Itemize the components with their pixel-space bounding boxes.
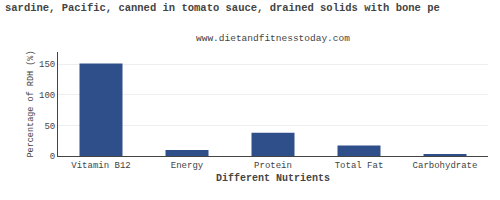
svg-text:100: 100 (39, 91, 55, 101)
svg-text:Different Nutrients: Different Nutrients (216, 173, 330, 184)
svg-text:Protein: Protein (254, 161, 292, 171)
svg-text:Energy: Energy (171, 161, 204, 171)
svg-text:Total Fat: Total Fat (335, 161, 384, 171)
svg-text:50: 50 (44, 122, 55, 132)
svg-text:Carbohydrate: Carbohydrate (413, 161, 478, 171)
svg-text:www.dietandfitnesstoday.com: www.dietandfitnesstoday.com (196, 33, 350, 44)
svg-text:150: 150 (39, 60, 55, 70)
svg-text:Percentage of RDH (%): Percentage of RDH (%) (26, 50, 36, 157)
svg-text:Vitamin B12: Vitamin B12 (71, 161, 130, 171)
svg-text:sardine, Pacific, canned in to: sardine, Pacific, canned in tomato sauce… (5, 2, 440, 14)
svg-text:0: 0 (50, 152, 55, 162)
